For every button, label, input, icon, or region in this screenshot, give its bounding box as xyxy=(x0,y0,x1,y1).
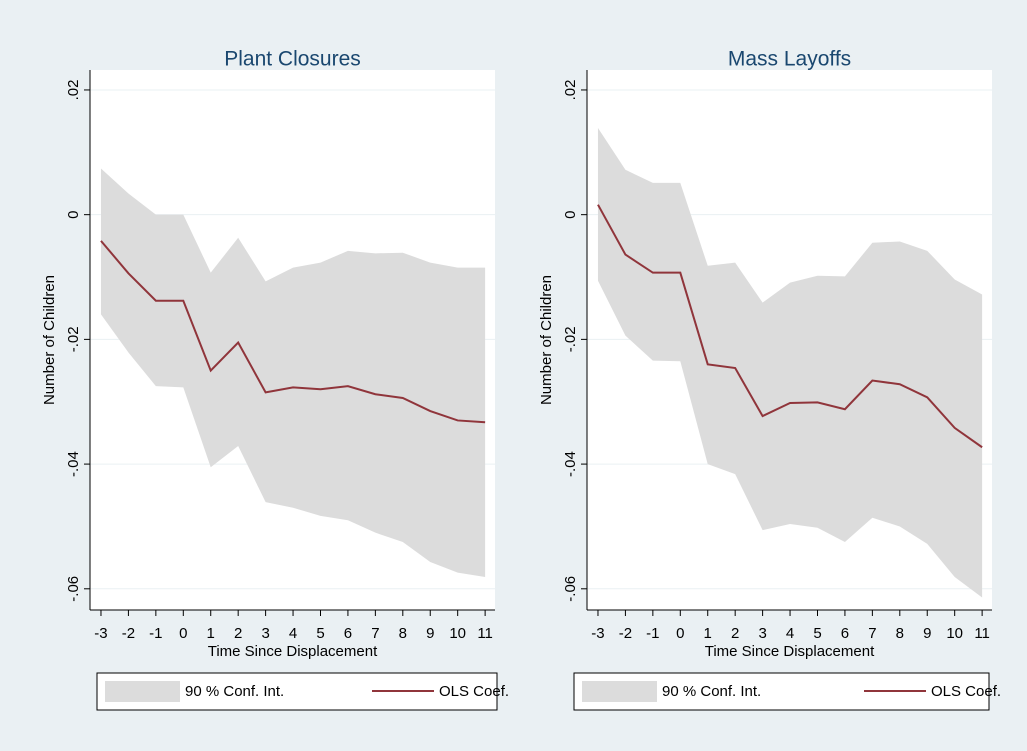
y-tick-label: -.04 xyxy=(562,451,579,477)
legend-label: 90 % Conf. Int. xyxy=(662,683,761,700)
x-tick-label: 5 xyxy=(316,625,324,642)
y-axis-label: Number of Children xyxy=(41,275,58,405)
y-tick-label: -.04 xyxy=(65,451,82,477)
y-tick-label: -.02 xyxy=(562,326,579,352)
y-tick-label: 0 xyxy=(562,210,579,218)
legend-label: OLS Coef. xyxy=(931,683,1001,700)
x-tick-label: 0 xyxy=(179,625,187,642)
x-tick-label: 11 xyxy=(974,625,990,642)
panel: Plant Closures .02 0 -.02 -.04 -.06 -3 -2 -1 0 1 2 3… xyxy=(41,48,509,711)
x-tick-label: 7 xyxy=(868,625,876,642)
x-tick-label: 0 xyxy=(676,625,684,642)
chart-title: Mass Layoffs xyxy=(728,48,851,71)
x-tick-label: -2 xyxy=(122,625,135,642)
chart-title: Plant Closures xyxy=(224,48,361,71)
y-axis-label: Number of Children xyxy=(538,275,555,405)
x-tick-label: -2 xyxy=(619,625,632,642)
y-tick-label: .02 xyxy=(65,80,82,101)
x-tick-label: 2 xyxy=(234,625,242,642)
x-tick-label: 6 xyxy=(344,625,352,642)
x-tick-label: 8 xyxy=(399,625,407,642)
x-tick-label: 8 xyxy=(896,625,904,642)
confidence-band xyxy=(597,127,983,598)
y-tick-label: -.06 xyxy=(65,576,82,602)
x-tick-label: 10 xyxy=(946,625,963,642)
x-tick-label: 9 xyxy=(426,625,434,642)
x-tick-label: 1 xyxy=(704,625,712,642)
x-tick-label: 11 xyxy=(477,625,493,642)
x-tick-label: 4 xyxy=(786,625,794,642)
x-tick-label: 4 xyxy=(289,625,297,642)
x-tick-label: -3 xyxy=(591,625,604,642)
legend-swatch xyxy=(105,681,180,702)
panel: Mass Layoffs .02 0 -.02 -.04 -.06 -3 -2 -1 0 1 2 3 4 5… xyxy=(538,48,1001,711)
x-tick-label: 2 xyxy=(731,625,739,642)
x-tick-label: 7 xyxy=(371,625,379,642)
x-tick-label: -1 xyxy=(149,625,162,642)
coef-line xyxy=(100,240,486,424)
x-tick-label: 6 xyxy=(841,625,849,642)
confidence-band xyxy=(100,168,486,577)
x-tick-label: 3 xyxy=(261,625,269,642)
x-tick-label: -1 xyxy=(646,625,659,642)
x-axis-label: Time Since Displacement xyxy=(208,643,378,660)
y-tick-label: -.06 xyxy=(562,576,579,602)
x-axis-label: Time Since Displacement xyxy=(705,643,875,660)
x-tick-label: 10 xyxy=(449,625,466,642)
y-tick-label: .02 xyxy=(562,80,579,101)
y-tick-label: -.02 xyxy=(65,326,82,352)
y-tick-label: 0 xyxy=(65,210,82,218)
x-tick-label: 5 xyxy=(813,625,821,642)
x-tick-label: -3 xyxy=(94,625,107,642)
legend-swatch xyxy=(582,681,657,702)
x-tick-label: 3 xyxy=(758,625,766,642)
legend-label: OLS Coef. xyxy=(439,683,509,700)
x-tick-label: 1 xyxy=(207,625,215,642)
x-tick-label: 9 xyxy=(923,625,931,642)
legend-label: 90 % Conf. Int. xyxy=(185,683,284,700)
coef-line xyxy=(597,204,983,449)
